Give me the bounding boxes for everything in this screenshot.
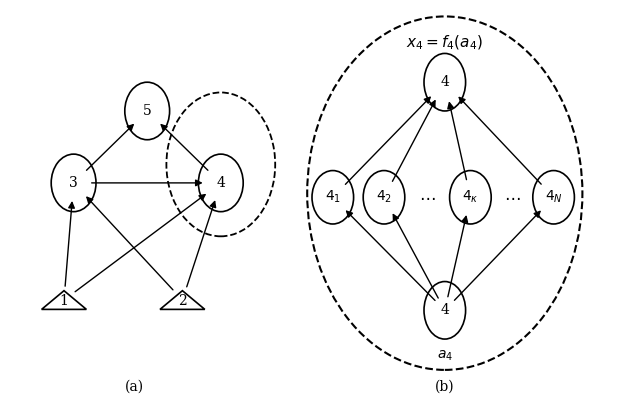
Text: 3: 3 bbox=[69, 176, 78, 190]
Text: $4_{1}$: $4_{1}$ bbox=[324, 189, 341, 206]
Ellipse shape bbox=[449, 171, 492, 224]
Text: 4: 4 bbox=[216, 176, 225, 190]
Text: $\cdots$: $\cdots$ bbox=[504, 189, 520, 206]
Text: $a_4$: $a_4$ bbox=[436, 348, 453, 363]
Text: 4: 4 bbox=[440, 303, 449, 317]
Ellipse shape bbox=[312, 171, 354, 224]
Ellipse shape bbox=[424, 53, 466, 111]
Ellipse shape bbox=[198, 154, 243, 212]
Ellipse shape bbox=[364, 171, 405, 224]
Text: $4_{\kappa}$: $4_{\kappa}$ bbox=[462, 189, 479, 206]
Ellipse shape bbox=[424, 282, 466, 339]
Text: (b): (b) bbox=[435, 379, 454, 393]
Ellipse shape bbox=[125, 82, 170, 140]
Text: $\cdots$: $\cdots$ bbox=[419, 189, 435, 206]
Ellipse shape bbox=[533, 171, 575, 224]
Text: 5: 5 bbox=[143, 104, 152, 118]
Polygon shape bbox=[42, 291, 86, 309]
Text: (a): (a) bbox=[125, 379, 144, 393]
Polygon shape bbox=[160, 291, 205, 309]
Ellipse shape bbox=[51, 154, 96, 212]
Text: $4_{2}$: $4_{2}$ bbox=[376, 189, 392, 206]
Text: $4_{N}$: $4_{N}$ bbox=[545, 189, 563, 206]
Text: 1: 1 bbox=[60, 294, 68, 308]
Text: $x_4 = f_4(a_4)$: $x_4 = f_4(a_4)$ bbox=[406, 34, 483, 52]
Text: 2: 2 bbox=[178, 294, 187, 308]
Text: 4: 4 bbox=[440, 75, 449, 89]
